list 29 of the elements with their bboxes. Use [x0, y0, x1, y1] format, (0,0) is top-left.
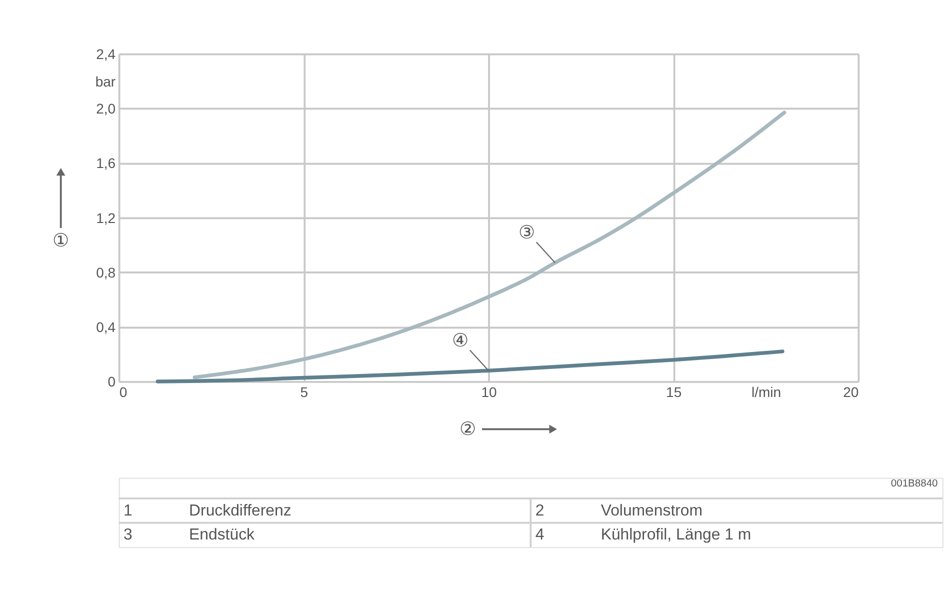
x-tick-label: 15 — [666, 384, 682, 400]
text: 3 — [124, 526, 133, 544]
line-series — [192, 110, 786, 380]
y-tick-label: 1,6 — [96, 155, 116, 172]
y-tick-label: bar — [95, 73, 116, 90]
y-tick-label: 2,0 — [96, 100, 116, 117]
x-tick-label: 20 — [843, 384, 859, 400]
y-tick-label: 1,2 — [96, 210, 116, 226]
series-label: ③ — [518, 221, 536, 242]
y-tick-label: 0 — [108, 374, 116, 390]
y-tick-label: 2,4 — [96, 46, 116, 62]
x-axis-title: ② — [459, 418, 476, 439]
y-tick-label: 0,8 — [96, 264, 116, 280]
y-tick-label: 0,4 — [96, 319, 116, 336]
x-tick-label: 10 — [481, 384, 498, 400]
series-label: ④ — [452, 329, 469, 350]
text: 2 — [535, 502, 544, 520]
x-tick-label: l/min — [751, 384, 782, 400]
x-tick-label: 5 — [300, 384, 308, 400]
text: Kühlprofil, Länge 1 m — [600, 526, 752, 544]
line-series — [156, 350, 784, 384]
x-tick-label: 0 — [119, 384, 128, 400]
y-axis-title: ① — [52, 230, 70, 251]
text: 4 — [535, 526, 544, 544]
text: Druckdifferenz — [189, 502, 292, 520]
text: Volumenstrom — [600, 502, 703, 520]
text: 001B8840 — [890, 478, 938, 490]
text: 1 — [124, 502, 133, 520]
text: Endstück — [189, 526, 255, 544]
